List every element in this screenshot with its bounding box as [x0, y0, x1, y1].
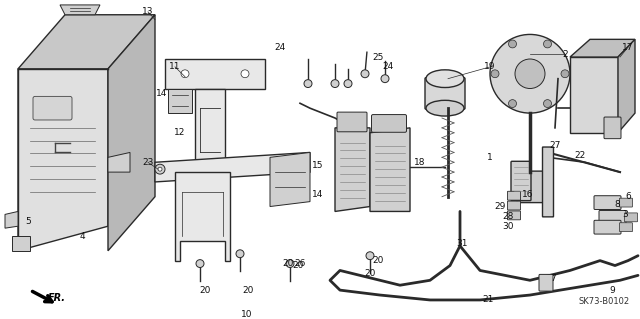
FancyBboxPatch shape [543, 147, 554, 217]
FancyBboxPatch shape [625, 213, 637, 222]
Text: 28: 28 [502, 212, 514, 221]
Text: 20: 20 [282, 259, 294, 268]
Text: FR.: FR. [48, 293, 66, 303]
Text: 16: 16 [522, 190, 534, 199]
FancyBboxPatch shape [539, 274, 553, 291]
Text: 22: 22 [574, 151, 586, 160]
Circle shape [331, 80, 339, 87]
FancyBboxPatch shape [371, 115, 406, 132]
Text: 19: 19 [484, 63, 496, 71]
Polygon shape [18, 69, 108, 251]
FancyBboxPatch shape [508, 191, 520, 200]
Ellipse shape [426, 100, 464, 116]
Text: 7: 7 [550, 274, 556, 283]
Polygon shape [108, 15, 155, 251]
Text: 10: 10 [241, 310, 253, 319]
Text: 12: 12 [174, 128, 186, 137]
FancyBboxPatch shape [33, 96, 72, 120]
Polygon shape [335, 128, 370, 211]
Polygon shape [370, 128, 410, 211]
Polygon shape [270, 152, 310, 206]
Circle shape [181, 70, 189, 78]
Text: 25: 25 [372, 53, 384, 62]
Circle shape [509, 40, 516, 48]
Text: 20: 20 [364, 269, 376, 278]
Polygon shape [5, 211, 18, 228]
FancyBboxPatch shape [620, 223, 632, 232]
Text: 24: 24 [382, 63, 394, 71]
Circle shape [236, 250, 244, 258]
Circle shape [561, 70, 569, 78]
Text: 24: 24 [275, 43, 285, 52]
Text: 15: 15 [312, 161, 324, 170]
Polygon shape [168, 88, 192, 113]
Circle shape [361, 70, 369, 78]
Text: 21: 21 [483, 295, 493, 304]
Polygon shape [175, 172, 230, 261]
Polygon shape [108, 152, 130, 172]
Polygon shape [570, 57, 618, 133]
Text: 14: 14 [312, 190, 324, 199]
FancyBboxPatch shape [337, 112, 367, 132]
FancyBboxPatch shape [425, 78, 465, 109]
Text: 11: 11 [169, 63, 180, 71]
FancyBboxPatch shape [599, 211, 626, 224]
Circle shape [381, 75, 389, 83]
FancyBboxPatch shape [508, 211, 520, 220]
Text: 5: 5 [25, 217, 31, 226]
Circle shape [344, 80, 352, 87]
Circle shape [491, 70, 499, 78]
Text: 27: 27 [549, 141, 561, 150]
FancyBboxPatch shape [604, 117, 621, 139]
Circle shape [241, 70, 249, 78]
Polygon shape [165, 59, 265, 88]
Text: 26: 26 [294, 259, 306, 268]
Text: 20: 20 [243, 286, 253, 295]
FancyBboxPatch shape [511, 161, 531, 201]
Text: 20: 20 [199, 286, 211, 295]
Circle shape [196, 260, 204, 268]
Polygon shape [570, 39, 635, 57]
Text: 2: 2 [562, 49, 568, 59]
Text: 31: 31 [456, 239, 468, 249]
FancyBboxPatch shape [517, 171, 543, 203]
Ellipse shape [426, 70, 464, 87]
Text: 29: 29 [494, 202, 506, 211]
Text: 30: 30 [502, 222, 514, 231]
Text: 3: 3 [622, 210, 628, 219]
Text: 18: 18 [414, 158, 426, 167]
Circle shape [543, 100, 552, 108]
Text: 13: 13 [142, 7, 154, 16]
FancyBboxPatch shape [594, 220, 621, 234]
Text: 20: 20 [292, 261, 304, 270]
Text: 9: 9 [609, 286, 615, 295]
FancyBboxPatch shape [594, 196, 621, 210]
Circle shape [490, 34, 570, 113]
Text: 14: 14 [156, 89, 168, 98]
Circle shape [304, 80, 312, 87]
Circle shape [509, 100, 516, 108]
Text: 8: 8 [614, 200, 620, 209]
Polygon shape [195, 88, 225, 172]
Polygon shape [12, 236, 30, 251]
Polygon shape [18, 15, 155, 69]
Circle shape [158, 167, 162, 171]
Circle shape [366, 252, 374, 260]
Circle shape [155, 164, 165, 174]
Circle shape [543, 40, 552, 48]
Text: 1: 1 [487, 153, 493, 162]
Polygon shape [60, 5, 100, 15]
Text: SK73-B0102: SK73-B0102 [579, 297, 630, 306]
Polygon shape [155, 152, 310, 182]
FancyBboxPatch shape [508, 201, 520, 210]
FancyBboxPatch shape [620, 198, 632, 207]
Circle shape [515, 59, 545, 88]
Text: 23: 23 [142, 158, 154, 167]
Text: 17: 17 [622, 43, 634, 52]
Text: 4: 4 [79, 232, 85, 241]
Text: 6: 6 [625, 192, 631, 201]
Polygon shape [618, 39, 635, 133]
Text: 20: 20 [372, 256, 384, 265]
Circle shape [286, 260, 294, 268]
